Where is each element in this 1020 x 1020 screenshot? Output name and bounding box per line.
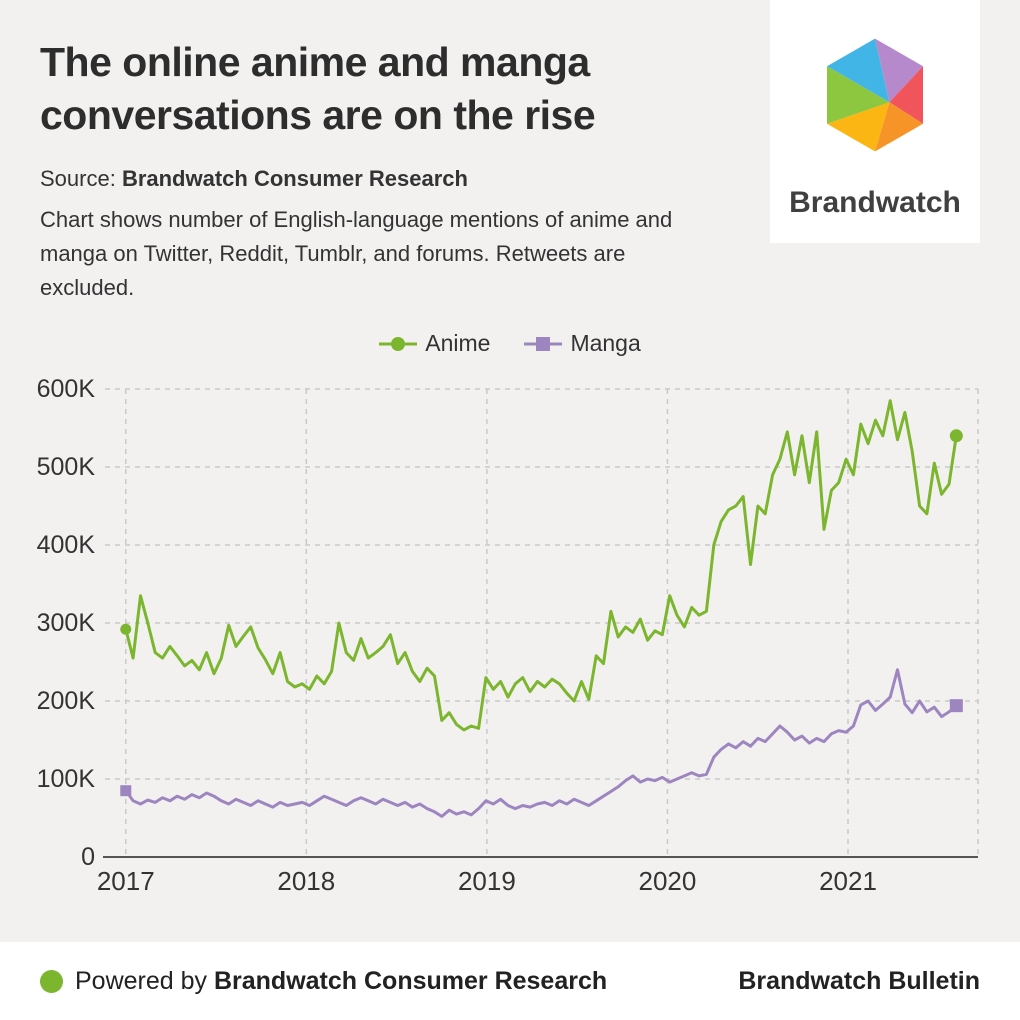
chart-description: Chart shows number of English-language m… <box>40 207 673 301</box>
y-tick-label: 300K <box>37 609 96 637</box>
y-tick-label: 200K <box>37 687 96 715</box>
y-tick-label: 0 <box>81 843 95 871</box>
page-title: The online anime and manga conversations… <box>40 39 596 139</box>
y-tick-label: 500K <box>37 453 96 481</box>
source-prefix: Source: <box>40 166 122 191</box>
y-tick-label: 100K <box>37 765 96 793</box>
legend-label: Manga <box>570 330 641 356</box>
y-tick-label: 400K <box>37 531 96 559</box>
source-line: Source: Brandwatch Consumer Research <box>40 166 468 192</box>
line-chart: 0 100K 200K 300K 400K 500K 600K 2017 2018 2019 202… <box>37 375 979 896</box>
footer-bulletin-label: Brandwatch Bulletin <box>738 966 980 995</box>
legend-label: Anime <box>425 330 491 356</box>
x-tick-label: 2017 <box>97 866 155 896</box>
x-tick-label: 2019 <box>458 866 516 896</box>
footer-bar: Powered by Brandwatch Consumer Research … <box>0 942 1020 1020</box>
marker-manga <box>949 699 963 713</box>
legend-item-manga: Manga <box>524 330 641 357</box>
marker-anime <box>949 429 963 443</box>
series-line-anime <box>124 399 958 732</box>
footer-powered-text: Powered by Brandwatch Consumer Research <box>75 966 608 995</box>
footer-powered-by: Powered by Brandwatch Consumer Research <box>40 967 607 996</box>
brandwatch-hexagon-icon <box>827 38 923 152</box>
brandwatch-logo-text: Brandwatch <box>789 186 961 219</box>
x-tick-label: 2018 <box>277 866 335 896</box>
brandwatch-logo-box: Brandwatch <box>770 0 980 243</box>
marker-anime <box>120 623 132 635</box>
legend-item-anime: Anime <box>379 330 490 357</box>
chart-legend: Anime Manga <box>0 330 1020 357</box>
source-name: Brandwatch Consumer Research <box>121 166 468 191</box>
marker-manga <box>120 785 132 797</box>
x-tick-label: 2021 <box>819 866 877 896</box>
legend-marker-manga-icon <box>524 336 563 351</box>
x-tick-label: 2020 <box>639 866 697 896</box>
legend-marker-anime-icon <box>379 336 418 351</box>
footer-green-dot-icon <box>40 969 63 993</box>
y-tick-label: 600K <box>37 375 96 403</box>
series-line-manga <box>124 668 958 818</box>
